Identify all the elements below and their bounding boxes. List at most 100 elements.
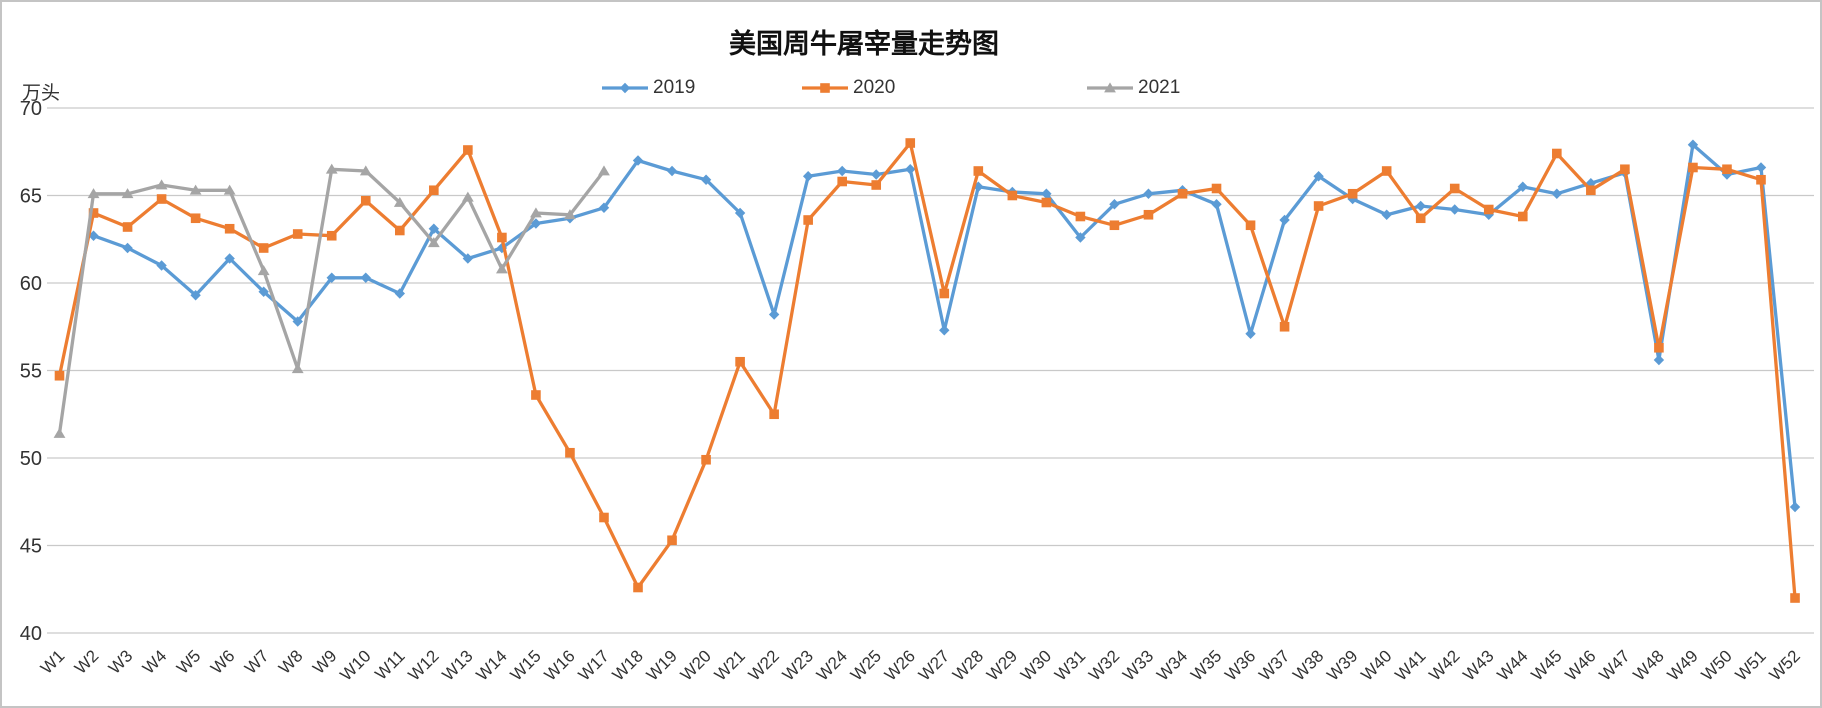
data-point-square — [1722, 164, 1732, 175]
data-point-square — [803, 215, 813, 225]
gridlines — [47, 107, 1814, 634]
x-axis-label: W10 — [336, 646, 374, 684]
x-axis-label: W43 — [1459, 646, 1497, 684]
y-axis-tick-label: 45 — [20, 536, 42, 558]
data-point-square — [1007, 190, 1018, 201]
data-point-triangle — [325, 163, 338, 174]
data-point-diamond — [871, 169, 882, 180]
data-point-square — [1586, 185, 1596, 196]
x-axis-label: W32 — [1085, 646, 1123, 684]
data-point-diamond — [632, 155, 644, 166]
data-point-diamond — [1109, 199, 1120, 210]
x-axis-label: W38 — [1289, 646, 1327, 684]
data-point-diamond — [619, 82, 631, 94]
data-point-diamond — [836, 165, 848, 177]
data-point-square — [769, 409, 779, 420]
chart-title: 美国周牛屠宰量走势图 — [729, 29, 999, 59]
data-point-diamond — [156, 260, 167, 271]
series-2021-line[interactable] — [57, 167, 606, 436]
data-point-square — [326, 230, 337, 241]
data-point-square — [1109, 220, 1120, 231]
data-point-diamond — [122, 242, 133, 254]
data-point-square — [395, 225, 405, 236]
data-point-diamond — [190, 290, 201, 301]
data-point-triangle — [257, 265, 270, 276]
data-point-square — [1075, 211, 1086, 222]
legend-marker-2020 — [802, 83, 848, 93]
data-point-square — [497, 232, 507, 243]
legend-marker-2021 — [1087, 82, 1133, 93]
data-point-diamond — [1551, 188, 1563, 199]
y-axis-tick-label: 40 — [20, 623, 42, 645]
data-point-diamond — [394, 288, 405, 299]
legend-marker-2019 — [602, 82, 648, 94]
x-axis-label: W22 — [745, 646, 783, 684]
data-point-square — [1347, 188, 1358, 199]
data-point-diamond — [530, 218, 542, 229]
data-point-square — [599, 512, 609, 523]
data-point-diamond — [939, 325, 950, 336]
data-point-diamond — [88, 230, 99, 241]
x-axis-label: W46 — [1562, 646, 1600, 684]
legend-item-2019[interactable]: 2019 — [602, 77, 695, 99]
data-point-square — [837, 176, 847, 187]
data-point-square — [905, 138, 916, 148]
legend-label-2019: 2019 — [653, 77, 696, 98]
data-point-diamond — [326, 272, 337, 283]
data-point-diamond — [734, 207, 746, 219]
data-point-diamond — [666, 165, 678, 177]
x-axis-label: W35 — [1187, 646, 1225, 684]
x-axis-label: W16 — [541, 646, 579, 684]
data-point-diamond — [1245, 328, 1256, 339]
data-point-square — [820, 83, 830, 93]
data-point-square — [429, 185, 439, 196]
data-point-square — [1688, 162, 1698, 173]
data-point-square — [54, 370, 65, 381]
data-point-square — [1620, 164, 1630, 175]
x-axis-label: W33 — [1119, 646, 1157, 684]
data-point-triangle — [121, 188, 134, 199]
data-point-diamond — [1415, 200, 1426, 212]
data-point-triangle — [189, 184, 202, 195]
data-point-triangle — [564, 209, 576, 220]
legend-item-2020[interactable]: 2020 — [802, 77, 895, 99]
x-axis-label: W20 — [677, 646, 715, 684]
data-point-square — [1313, 201, 1324, 211]
data-point-diamond — [1211, 199, 1222, 210]
data-point-diamond — [1585, 178, 1597, 189]
x-axis-label: W1 — [37, 646, 68, 677]
data-point-square — [122, 222, 133, 232]
data-point-square — [1790, 593, 1800, 603]
x-axis-label: W19 — [643, 646, 681, 684]
series-2020-line[interactable] — [57, 141, 1797, 600]
data-point-diamond — [1381, 209, 1392, 220]
x-axis-label: W34 — [1153, 646, 1191, 684]
x-axis-label: W23 — [779, 646, 817, 684]
series-2020[interactable] — [54, 138, 1800, 603]
data-point-diamond — [1075, 232, 1086, 243]
legend-item-2021[interactable]: 2021 — [1087, 77, 1180, 99]
data-point-square — [1654, 342, 1664, 353]
data-point-triangle — [359, 165, 372, 176]
data-point-diamond — [1041, 188, 1052, 199]
data-point-diamond — [700, 174, 712, 185]
x-axis-label: W18 — [609, 646, 647, 684]
data-point-square — [156, 194, 167, 204]
data-point-diamond — [1143, 188, 1154, 199]
data-point-square — [190, 213, 201, 224]
series-2019[interactable] — [88, 139, 1801, 513]
data-point-diamond — [1279, 214, 1290, 226]
data-point-square — [633, 582, 643, 593]
x-axis-label: W36 — [1221, 646, 1259, 684]
y-axis-tick-labels: 40 45 50 55 60 65 70 — [20, 98, 42, 645]
x-axis-label: W14 — [473, 646, 511, 684]
data-point-square — [871, 180, 882, 190]
y-axis-tick-label: 65 — [20, 186, 42, 208]
data-point-square — [224, 223, 235, 234]
series-2021[interactable] — [53, 163, 610, 438]
data-point-diamond — [598, 202, 610, 213]
x-axis-label: W8 — [275, 646, 306, 677]
x-axis-label: W12 — [404, 646, 442, 684]
data-point-square — [1756, 174, 1766, 185]
